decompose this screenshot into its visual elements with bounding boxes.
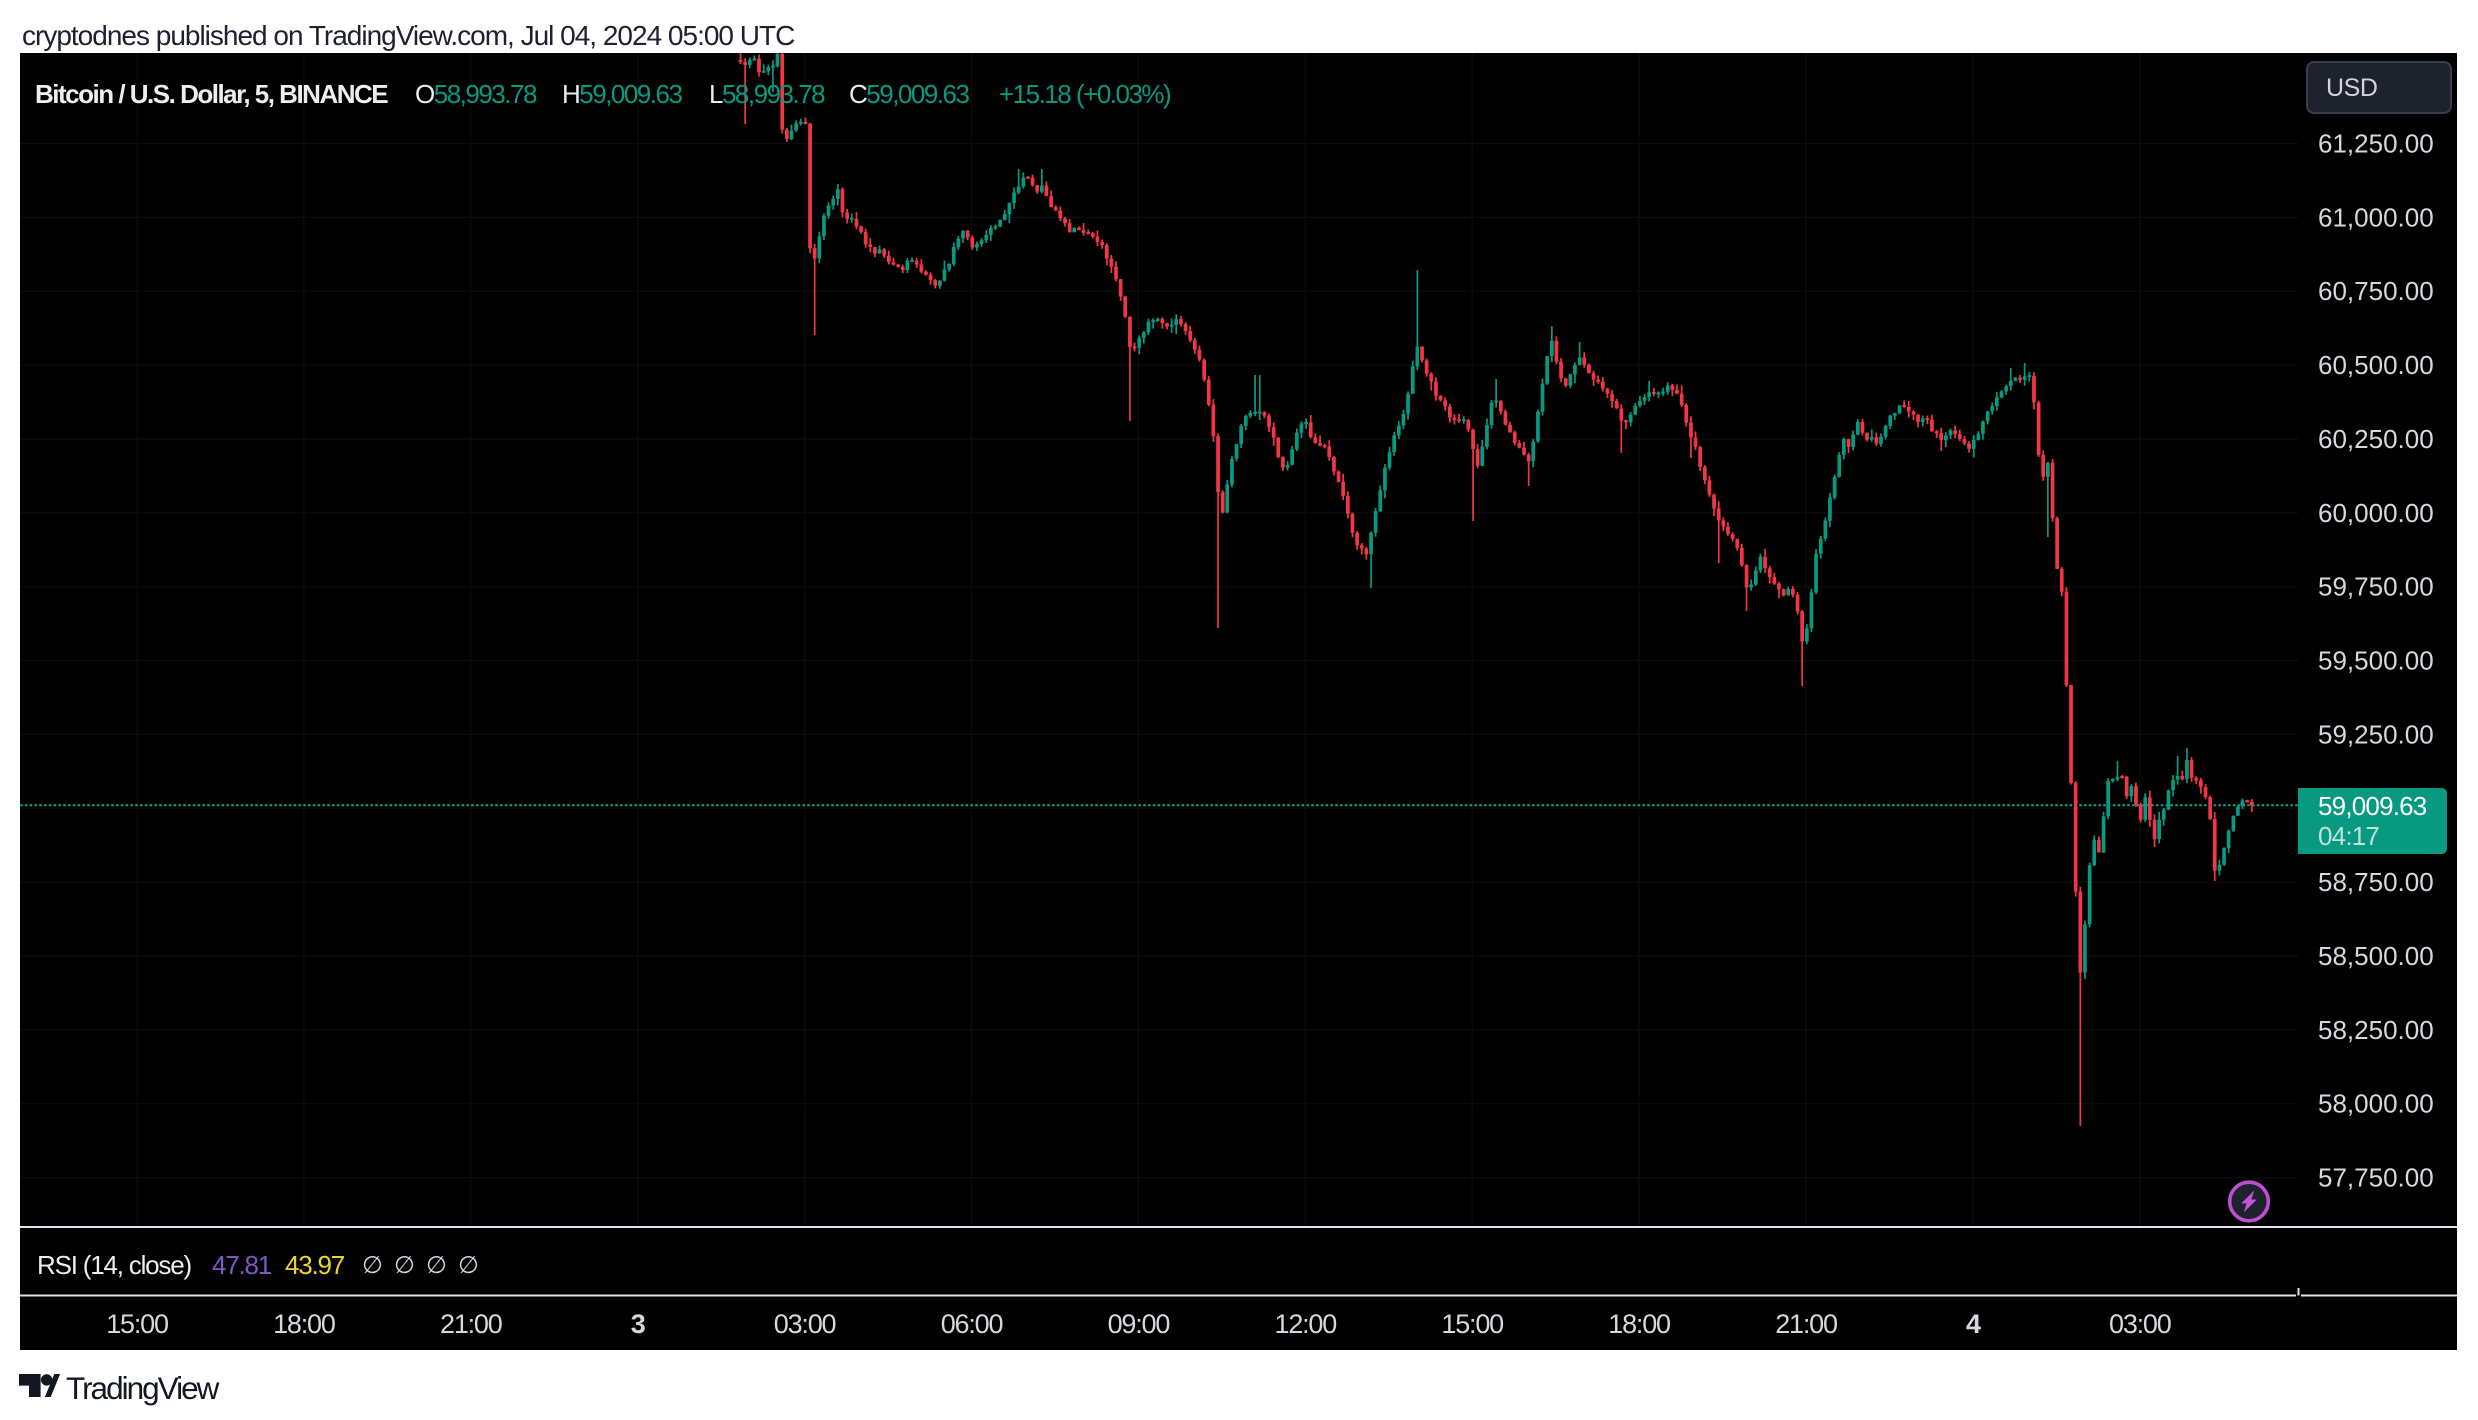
svg-text:O58,993.78: O58,993.78 (415, 79, 537, 109)
svg-text:57,750.00: 57,750.00 (2318, 1163, 2434, 1193)
svg-text:58,000.00: 58,000.00 (2318, 1089, 2434, 1119)
svg-text:18:00: 18:00 (1608, 1309, 1670, 1339)
svg-text:USD: USD (2326, 74, 2378, 102)
svg-text:18:00: 18:00 (273, 1309, 335, 1339)
svg-text:15:00: 15:00 (1441, 1309, 1503, 1339)
svg-text:60,250.00: 60,250.00 (2318, 424, 2434, 454)
svg-text:L58,993.78: L58,993.78 (709, 79, 825, 109)
svg-text:59,250.00: 59,250.00 (2318, 719, 2434, 749)
svg-text:59,009.63: 59,009.63 (2318, 791, 2427, 821)
svg-text:47.81: 47.81 (212, 1250, 272, 1280)
svg-text:61,250.00: 61,250.00 (2318, 129, 2434, 159)
svg-text:06:00: 06:00 (941, 1309, 1003, 1339)
svg-text:03:00: 03:00 (774, 1309, 836, 1339)
svg-text:60,000.00: 60,000.00 (2318, 498, 2434, 528)
svg-text:12:00: 12:00 (1275, 1309, 1337, 1339)
svg-text:15:00: 15:00 (106, 1309, 168, 1339)
svg-text:4: 4 (1966, 1309, 1981, 1339)
svg-text:09:00: 09:00 (1108, 1309, 1170, 1339)
svg-text:58,250.00: 58,250.00 (2318, 1015, 2434, 1045)
svg-text:58,500.00: 58,500.00 (2318, 941, 2434, 971)
svg-text:+15.18 (+0.03%): +15.18 (+0.03%) (999, 79, 1171, 109)
svg-text:03:00: 03:00 (2109, 1309, 2171, 1339)
svg-text:cryptodnes published on Tradin: cryptodnes published on TradingView.com,… (22, 20, 795, 51)
svg-text:59,500.00: 59,500.00 (2318, 646, 2434, 676)
svg-text:58,750.00: 58,750.00 (2318, 867, 2434, 897)
svg-text:04:17: 04:17 (2318, 821, 2379, 851)
svg-text:H59,009.63: H59,009.63 (562, 79, 682, 109)
svg-text:60,750.00: 60,750.00 (2318, 276, 2434, 306)
svg-text:RSI (14, close): RSI (14, close) (37, 1250, 191, 1280)
svg-text:43.97: 43.97 (285, 1250, 345, 1280)
svg-text:Bitcoin / U.S. Dollar, 5, BINA: Bitcoin / U.S. Dollar, 5, BINANCE (35, 79, 388, 109)
svg-text:21:00: 21:00 (1775, 1309, 1837, 1339)
svg-text:60,500.00: 60,500.00 (2318, 350, 2434, 380)
svg-text:TradingView: TradingView (66, 1370, 220, 1406)
svg-text:C59,009.63: C59,009.63 (849, 79, 969, 109)
svg-text:61,000.00: 61,000.00 (2318, 202, 2434, 232)
svg-text:21:00: 21:00 (440, 1309, 502, 1339)
svg-text:3: 3 (631, 1309, 646, 1339)
svg-text:59,750.00: 59,750.00 (2318, 572, 2434, 602)
